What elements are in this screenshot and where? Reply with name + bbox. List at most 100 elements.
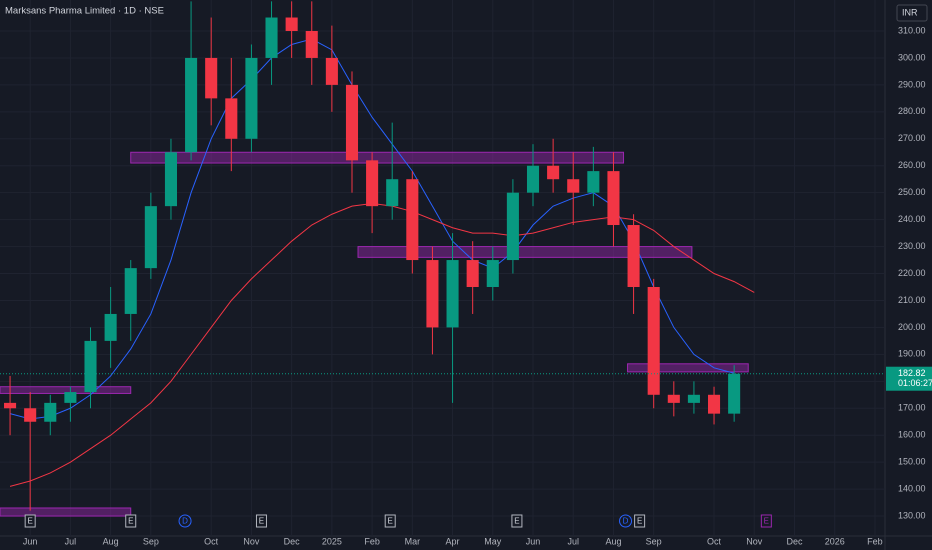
- moving-average-line: [9, 202, 755, 487]
- y-tick-label: 220.00: [898, 268, 926, 278]
- x-tick-label: Aug: [103, 536, 119, 546]
- candle-body: [285, 17, 298, 31]
- candle-body: [506, 192, 519, 261]
- y-tick-label: 140.00: [898, 483, 926, 493]
- axes: 130.00140.00150.00160.00170.00180.00190.…: [23, 25, 932, 546]
- currency[interactable]: INR: [902, 7, 918, 17]
- candle-body: [245, 57, 258, 139]
- candle-body: [667, 394, 680, 403]
- candle-body: [587, 171, 600, 193]
- event-label: E: [27, 517, 32, 526]
- x-tick-label: Jun: [526, 536, 541, 546]
- x-tick-label: Feb: [867, 536, 883, 546]
- x-tick-label: 2025: [322, 536, 342, 546]
- candle-body: [547, 165, 560, 180]
- zone: [357, 246, 693, 258]
- y-tick-label: 150.00: [898, 457, 926, 467]
- candle-body: [345, 84, 359, 161]
- x-tick-label: Jul: [65, 536, 77, 546]
- candle-body: [84, 340, 97, 393]
- y-tick-label: 160.00: [898, 430, 926, 440]
- chart-title: Marksans Pharma Limited · 1D · NSE: [5, 6, 164, 17]
- y-tick-label: 170.00: [898, 403, 926, 413]
- x-tick-label: 2026: [825, 536, 845, 546]
- last-price-label: 182.82: [898, 368, 926, 378]
- x-tick-label: Oct: [204, 536, 219, 546]
- countdown-label: 01:06:27: [898, 378, 932, 388]
- candle-body: [627, 225, 640, 287]
- dividend-marker: [619, 514, 633, 528]
- x-tick-label: Jun: [23, 536, 38, 546]
- y-tick-label: 250.00: [898, 187, 926, 197]
- x-tick-label: Apr: [446, 536, 460, 546]
- y-tick-label: 260.00: [898, 160, 926, 170]
- x-tick-label: May: [484, 536, 502, 546]
- candle-body: [24, 408, 37, 422]
- candle-body: [426, 260, 439, 328]
- earnings-marker: [24, 514, 36, 528]
- candle-body: [124, 268, 137, 314]
- x-tick-label: Sep: [143, 536, 159, 546]
- x-tick-label: Oct: [707, 536, 722, 546]
- candle-body: [446, 260, 459, 328]
- candle-body: [607, 171, 620, 226]
- x-tick-label: Nov: [746, 536, 763, 546]
- event-label: D: [623, 517, 629, 526]
- candle-body: [325, 57, 338, 85]
- y-tick-label: 310.00: [898, 25, 926, 35]
- currency-box[interactable]: [896, 4, 928, 22]
- event-label: D: [182, 517, 188, 526]
- y-tick-label: 240.00: [898, 214, 926, 224]
- candle-body: [64, 392, 77, 403]
- event-label: E: [764, 517, 769, 526]
- event-label: E: [514, 517, 519, 526]
- earnings-marker: [384, 514, 396, 528]
- candle-body: [647, 286, 660, 395]
- x-tick-label: Sep: [646, 536, 662, 546]
- earnings-marker: [125, 514, 137, 528]
- y-tick-label: 270.00: [898, 133, 926, 143]
- last-price-box: [886, 366, 932, 391]
- earnings-marker: [760, 514, 772, 528]
- x-tick-label: Mar: [405, 536, 421, 546]
- earnings-marker: [255, 514, 267, 528]
- y-tick-label: 190.00: [898, 349, 926, 359]
- candle-body: [4, 402, 17, 409]
- event-label: E: [388, 517, 393, 526]
- y-tick-label: 280.00: [898, 106, 926, 116]
- candle-body: [386, 179, 399, 207]
- y-tick-label: 230.00: [898, 241, 926, 251]
- candle-body: [205, 57, 218, 99]
- candle-body: [728, 373, 741, 414]
- candle-body: [526, 165, 540, 193]
- candle-body: [687, 394, 700, 403]
- y-tick-label: 290.00: [898, 79, 926, 89]
- dividend-marker: [178, 514, 192, 528]
- candle-body: [406, 179, 419, 261]
- candle-body: [305, 30, 318, 58]
- candle-body: [225, 98, 238, 139]
- candle-body: [185, 57, 198, 153]
- x-tick-label: Jul: [567, 536, 579, 546]
- candle-body: [567, 179, 580, 193]
- candle-body: [164, 152, 177, 207]
- candle-body: [366, 160, 379, 207]
- event-label: E: [128, 517, 133, 526]
- candle-body: [466, 260, 479, 287]
- zone: [627, 363, 749, 373]
- y-tick-label: 300.00: [898, 52, 926, 62]
- x-tick-label: Dec: [284, 536, 301, 546]
- x-tick-label: Nov: [243, 536, 260, 546]
- candle-body: [104, 313, 117, 341]
- candle-body: [265, 17, 278, 58]
- x-tick-label: Feb: [364, 536, 380, 546]
- event-label: E: [259, 517, 264, 526]
- event-label: E: [637, 517, 642, 526]
- y-tick-label: 130.00: [898, 510, 926, 520]
- y-tick-label: 210.00: [898, 295, 926, 305]
- earnings-marker: [511, 514, 523, 528]
- zone: [0, 507, 132, 517]
